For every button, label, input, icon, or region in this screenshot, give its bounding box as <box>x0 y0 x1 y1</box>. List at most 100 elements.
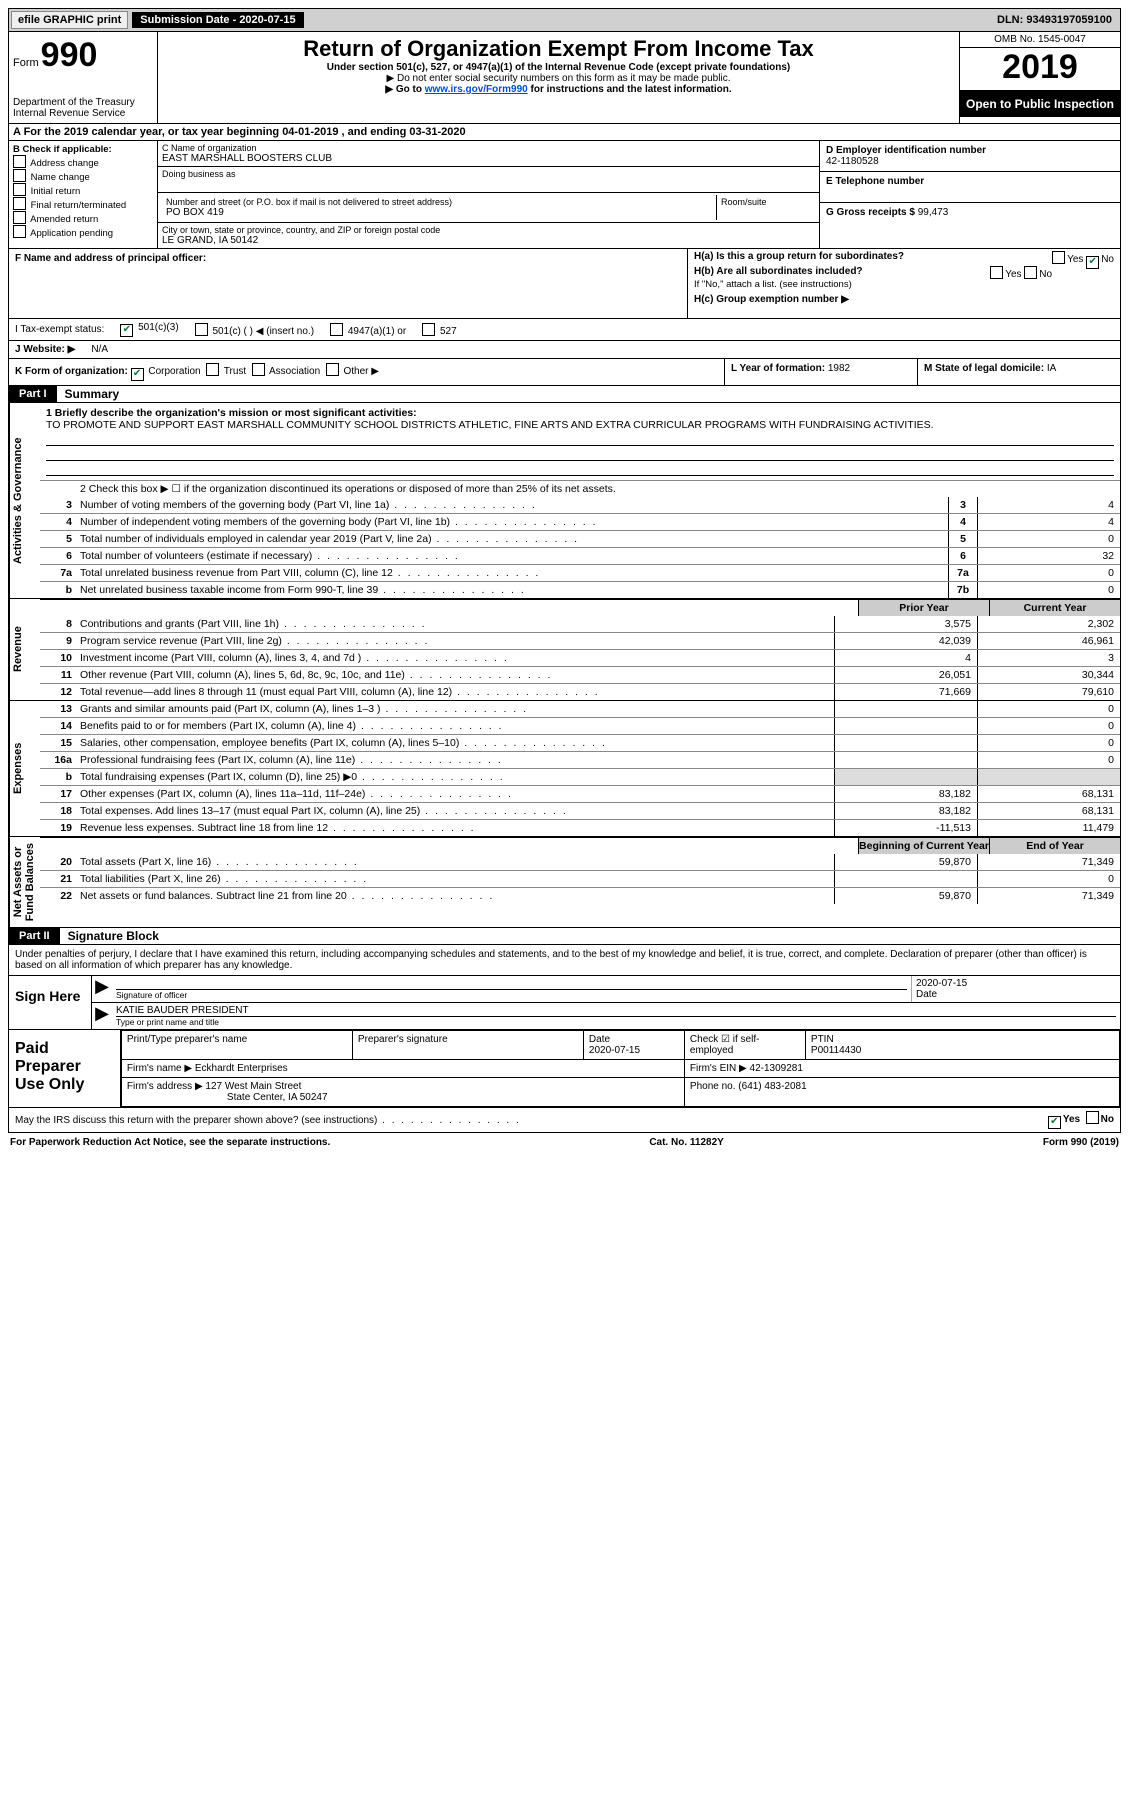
data-line: 8Contributions and grants (Part VIII, li… <box>40 616 1120 632</box>
discuss-yes: Yes <box>1063 1114 1080 1125</box>
i-501c-check[interactable] <box>195 323 208 336</box>
f-label: F Name and address of principal officer: <box>15 253 206 264</box>
street-value: PO BOX 419 <box>166 207 712 218</box>
data-line: 12Total revenue—add lines 8 through 11 (… <box>40 683 1120 700</box>
sig-officer-label: Signature of officer <box>116 989 907 1000</box>
bcy-head: Beginning of Current Year <box>858 838 989 854</box>
rev-vlabel: Revenue <box>9 599 40 700</box>
firm-label: Firm's name ▶ <box>127 1063 192 1074</box>
i-o2: 501(c) ( ) ◀ (insert no.) <box>212 326 314 337</box>
hc-label: H(c) Group exemption number ▶ <box>694 294 849 305</box>
g-label: G Gross receipts $ <box>826 207 915 218</box>
k-trust-check[interactable] <box>206 363 219 376</box>
b-check[interactable] <box>13 225 26 238</box>
sig-intro: Under penalties of perjury, I declare th… <box>8 945 1121 976</box>
b-item: Address change <box>13 155 153 169</box>
ag-line: 3Number of voting members of the governi… <box>40 497 1120 513</box>
ag-section: Activities & Governance 1 Briefly descri… <box>8 403 1121 599</box>
i-o4: 527 <box>440 326 457 337</box>
city-value: LE GRAND, IA 50142 <box>162 235 815 246</box>
paid-preparer-block: Paid Preparer Use Only Print/Type prepar… <box>8 1030 1121 1108</box>
b-check[interactable] <box>13 169 26 182</box>
hb-label: H(b) Are all subordinates included? <box>694 266 863 277</box>
b-check[interactable] <box>13 183 26 196</box>
b-check[interactable] <box>13 197 26 210</box>
data-line: bTotal fundraising expenses (Part IX, co… <box>40 768 1120 785</box>
firm-name: Eckhardt Enterprises <box>195 1063 288 1074</box>
hb-yes-check[interactable] <box>990 266 1003 279</box>
i-o3: 4947(a)(1) or <box>348 326 406 337</box>
e-label: E Telephone number <box>826 176 924 187</box>
entity-block: B Check if applicable: Address change Na… <box>8 141 1121 249</box>
hb-no: No <box>1039 269 1052 280</box>
footer-right: Form 990 (2019) <box>1043 1137 1119 1148</box>
b-label: B Check if applicable: <box>13 144 153 155</box>
j-value: N/A <box>91 344 108 355</box>
k-label: K Form of organization: <box>15 366 128 377</box>
prep-h4: Check ☑ if self-employed <box>684 1031 805 1060</box>
k-other-check[interactable] <box>326 363 339 376</box>
line-i: I Tax-exempt status: 501(c)(3) 501(c) ( … <box>8 319 1121 341</box>
m-value: IA <box>1047 363 1056 374</box>
data-line: 13Grants and similar amounts paid (Part … <box>40 701 1120 717</box>
hb-no-check[interactable] <box>1024 266 1037 279</box>
irs-link[interactable]: www.irs.gov/Form990 <box>425 84 528 95</box>
line-j: J Website: ▶ N/A <box>8 341 1121 359</box>
form-number: Form 990 <box>13 36 153 75</box>
j-label: J Website: ▶ <box>15 344 75 355</box>
i-501c3-check[interactable] <box>120 324 133 337</box>
b-item: Initial return <box>13 183 153 197</box>
efile-button[interactable]: efile GRAPHIC print <box>11 11 128 29</box>
firm-ein: 42-1309281 <box>750 1063 803 1074</box>
na-section: Net Assets or Fund Balances Beginning of… <box>8 837 1121 928</box>
street-label: Number and street (or P.O. box if mail i… <box>166 197 712 207</box>
part1-title: Summary <box>57 387 120 401</box>
exp-section: Expenses 13Grants and similar amounts pa… <box>8 701 1121 837</box>
prep-h2: Preparer's signature <box>352 1031 583 1060</box>
part2-header: Part II Signature Block <box>8 928 1121 945</box>
data-line: 14Benefits paid to or for members (Part … <box>40 717 1120 734</box>
ag-line: bNet unrelated business taxable income f… <box>40 581 1120 598</box>
b-item: Final return/terminated <box>13 197 153 211</box>
part2-title: Signature Block <box>60 929 159 943</box>
discuss-yes-check[interactable] <box>1048 1116 1061 1129</box>
sig-date-label: Date <box>916 989 1116 1000</box>
part1-bar: Part I <box>9 386 57 402</box>
data-line: 10Investment income (Part VIII, column (… <box>40 649 1120 666</box>
officer-name-label: Type or print name and title <box>116 1016 1116 1027</box>
form-title: Return of Organization Exempt From Incom… <box>166 36 951 62</box>
b-check[interactable] <box>13 155 26 168</box>
ag-line: 4Number of independent voting members of… <box>40 513 1120 530</box>
k-assoc-check[interactable] <box>252 363 265 376</box>
data-line: 22Net assets or fund balances. Subtract … <box>40 887 1120 904</box>
b-check[interactable] <box>13 211 26 224</box>
i-4947-check[interactable] <box>330 323 343 336</box>
i-527-check[interactable] <box>422 323 435 336</box>
top-bar: efile GRAPHIC print Submission Date - 20… <box>8 8 1121 32</box>
k-o1: Corporation <box>148 366 200 377</box>
form-num: 990 <box>41 36 98 75</box>
data-line: 18Total expenses. Add lines 13–17 (must … <box>40 802 1120 819</box>
part1-header: Part I Summary <box>8 386 1121 403</box>
b-item: Application pending <box>13 225 153 239</box>
discuss-no-check[interactable] <box>1086 1111 1099 1124</box>
footer-left: For Paperwork Reduction Act Notice, see … <box>10 1137 330 1148</box>
goto-pre: ▶ Go to <box>385 84 424 95</box>
dba-label: Doing business as <box>162 169 815 179</box>
k-corp-check[interactable] <box>131 368 144 381</box>
m-label: M State of legal domicile: <box>924 363 1044 374</box>
l-value: 1982 <box>828 363 850 374</box>
prep-label: Paid Preparer Use Only <box>9 1030 121 1107</box>
data-line: 17Other expenses (Part IX, column (A), l… <box>40 785 1120 802</box>
ha-no-check[interactable] <box>1086 256 1099 269</box>
firm-addr1: 127 West Main Street <box>205 1081 301 1092</box>
na-vlabel: Net Assets or Fund Balances <box>9 837 40 927</box>
firm-addr2: State Center, IA 50247 <box>227 1092 328 1103</box>
data-line: 21Total liabilities (Part X, line 26)0 <box>40 870 1120 887</box>
form-header: Form 990 Department of the Treasury Inte… <box>8 32 1121 124</box>
sign-here-block: Sign Here ▶ Signature of officer 2020-07… <box>8 976 1121 1030</box>
ha-yes-check[interactable] <box>1052 251 1065 264</box>
data-line: 19Revenue less expenses. Subtract line 1… <box>40 819 1120 836</box>
submission-date: Submission Date - 2020-07-15 <box>132 12 303 28</box>
data-line: 9Program service revenue (Part VIII, lin… <box>40 632 1120 649</box>
